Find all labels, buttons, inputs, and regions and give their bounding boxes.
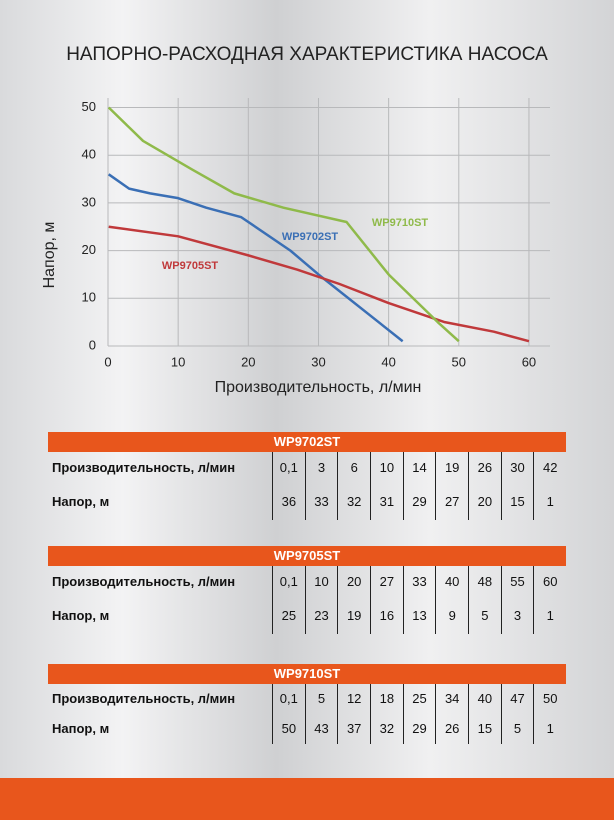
table-cell: 23	[304, 596, 338, 634]
spec-table: WP9705ST Производительность, л/мин 0,1 10 20…	[48, 546, 566, 634]
table-cell: 60	[533, 566, 566, 596]
table-row: Производительность, л/мин 0,1 3 6 10 14 19 26 30…	[48, 452, 566, 482]
table-cell: 5	[468, 596, 501, 634]
table-cell: 40	[435, 566, 468, 596]
table-cell: 14	[402, 452, 436, 482]
table-cell: 48	[468, 566, 501, 596]
table-cell: 27	[370, 566, 403, 596]
table-cell: 5	[500, 712, 534, 744]
chart: НАПОРНО-РАСХОДНАЯ ХАРАКТЕРИСТИКА НАСОСА …	[41, 44, 550, 396]
table-cell: 33	[304, 482, 338, 520]
y-tick-label: 10	[82, 290, 96, 305]
chart-title: НАПОРНО-РАСХОДНАЯ ХАРАКТЕРИСТИКА НАСОСА	[66, 44, 548, 65]
table-cell: 40	[468, 684, 501, 712]
table-cell: 0,1	[272, 566, 305, 596]
table-cell: 19	[435, 452, 468, 482]
table-cell: 32	[370, 712, 403, 744]
table-row: Производительность, л/мин 0,1 10 20 27 33 40 48…	[48, 566, 566, 596]
table-cell: 1	[533, 482, 566, 520]
table-cell: 0,1	[272, 684, 305, 712]
table-cell: 13	[402, 596, 436, 634]
table-cell: 6	[337, 452, 370, 482]
table-cell: 29	[402, 712, 436, 744]
series-label: WP9705ST	[162, 260, 219, 272]
x-tick-label: 0	[104, 354, 111, 369]
x-tick-label: 40	[381, 354, 395, 369]
table-cell: 55	[500, 566, 534, 596]
x-tick-label: 60	[522, 354, 536, 369]
table-cell: 50	[533, 684, 566, 712]
table-cell: 18	[370, 684, 403, 712]
table-cell: 30	[500, 452, 534, 482]
series-label: WP9702ST	[282, 231, 339, 243]
table-cell: 42	[533, 452, 566, 482]
x-axis-label: Производительность, л/мин	[215, 379, 422, 396]
y-tick-label: 50	[82, 99, 96, 114]
row-label: Производительность, л/мин	[52, 573, 236, 589]
x-tick-label: 20	[241, 354, 255, 369]
x-tick-label: 30	[311, 354, 325, 369]
table-cell: 26	[435, 712, 468, 744]
y-tick-label: 40	[82, 147, 96, 162]
spec-table: WP9702ST Производительность, л/мин 0,1 3 6 10…	[48, 432, 566, 520]
table-cell: 34	[435, 684, 468, 712]
table-cell: 37	[337, 712, 370, 744]
table-cell: 1	[533, 596, 566, 634]
y-tick-label: 30	[82, 194, 96, 209]
row-label: Напор, м	[52, 720, 110, 736]
row-label: Напор, м	[52, 493, 110, 509]
table-cell: 25	[272, 596, 305, 634]
table-cell: 16	[370, 596, 403, 634]
y-tick-label: 20	[82, 242, 96, 257]
table-cell: 0,1	[272, 452, 305, 482]
table-cell: 33	[402, 566, 436, 596]
table-cell: 32	[337, 482, 370, 520]
series-line	[107, 173, 404, 343]
table-cell: 43	[304, 712, 338, 744]
row-label: Производительность, л/мин	[52, 459, 236, 475]
table-cell: 19	[337, 596, 370, 634]
table-cell: 20	[337, 566, 370, 596]
table-cell: 27	[435, 482, 468, 520]
table-cell: 12	[337, 684, 370, 712]
table-cell: 10	[370, 452, 403, 482]
table-cell: 15	[468, 712, 501, 744]
series-label: WP9710ST	[372, 217, 429, 229]
table-title: WP9702ST	[48, 432, 566, 452]
table-cell: 29	[402, 482, 436, 520]
table-cell: 31	[370, 482, 403, 520]
table-row: Производительность, л/мин 0,1 5 12 18 25 34 40 4…	[48, 684, 566, 712]
table-cell: 3	[304, 452, 338, 482]
series-line	[108, 225, 530, 343]
spec-table: WP9710ST Производительность, л/мин 0,1 5 12 1…	[48, 664, 566, 744]
table-cell: 26	[468, 452, 501, 482]
footer-band	[0, 778, 614, 820]
table-cell: 3	[500, 596, 534, 634]
table-cell: 50	[272, 712, 305, 744]
row-label: Напор, м	[52, 607, 110, 623]
table-cell: 1	[533, 712, 566, 744]
table-row: Напор, м 50 43 37 32 29 26 15 5 1	[48, 712, 566, 744]
table-cell: 47	[500, 684, 534, 712]
table-cell: 10	[304, 566, 338, 596]
table-title: WP9705ST	[48, 546, 566, 566]
y-tick-label: 0	[89, 337, 96, 352]
series-line	[107, 106, 460, 343]
table-cell: 9	[435, 596, 468, 634]
table-row: Напор, м 25 23 19 16 13 9 5 3 1	[48, 596, 566, 634]
y-axis-label: Напор, м	[41, 222, 58, 289]
table-cell: 20	[468, 482, 501, 520]
table-cell: 36	[272, 482, 305, 520]
table-cell: 5	[304, 684, 338, 712]
table-row: Напор, м 36 33 32 31 29 27 20 15 1	[48, 482, 566, 520]
x-tick-label: 10	[171, 354, 185, 369]
x-tick-label: 50	[452, 354, 466, 369]
row-label: Производительность, л/мин	[52, 690, 236, 706]
table-cell: 25	[402, 684, 436, 712]
table-cell: 15	[500, 482, 534, 520]
table-title: WP9710ST	[48, 664, 566, 684]
